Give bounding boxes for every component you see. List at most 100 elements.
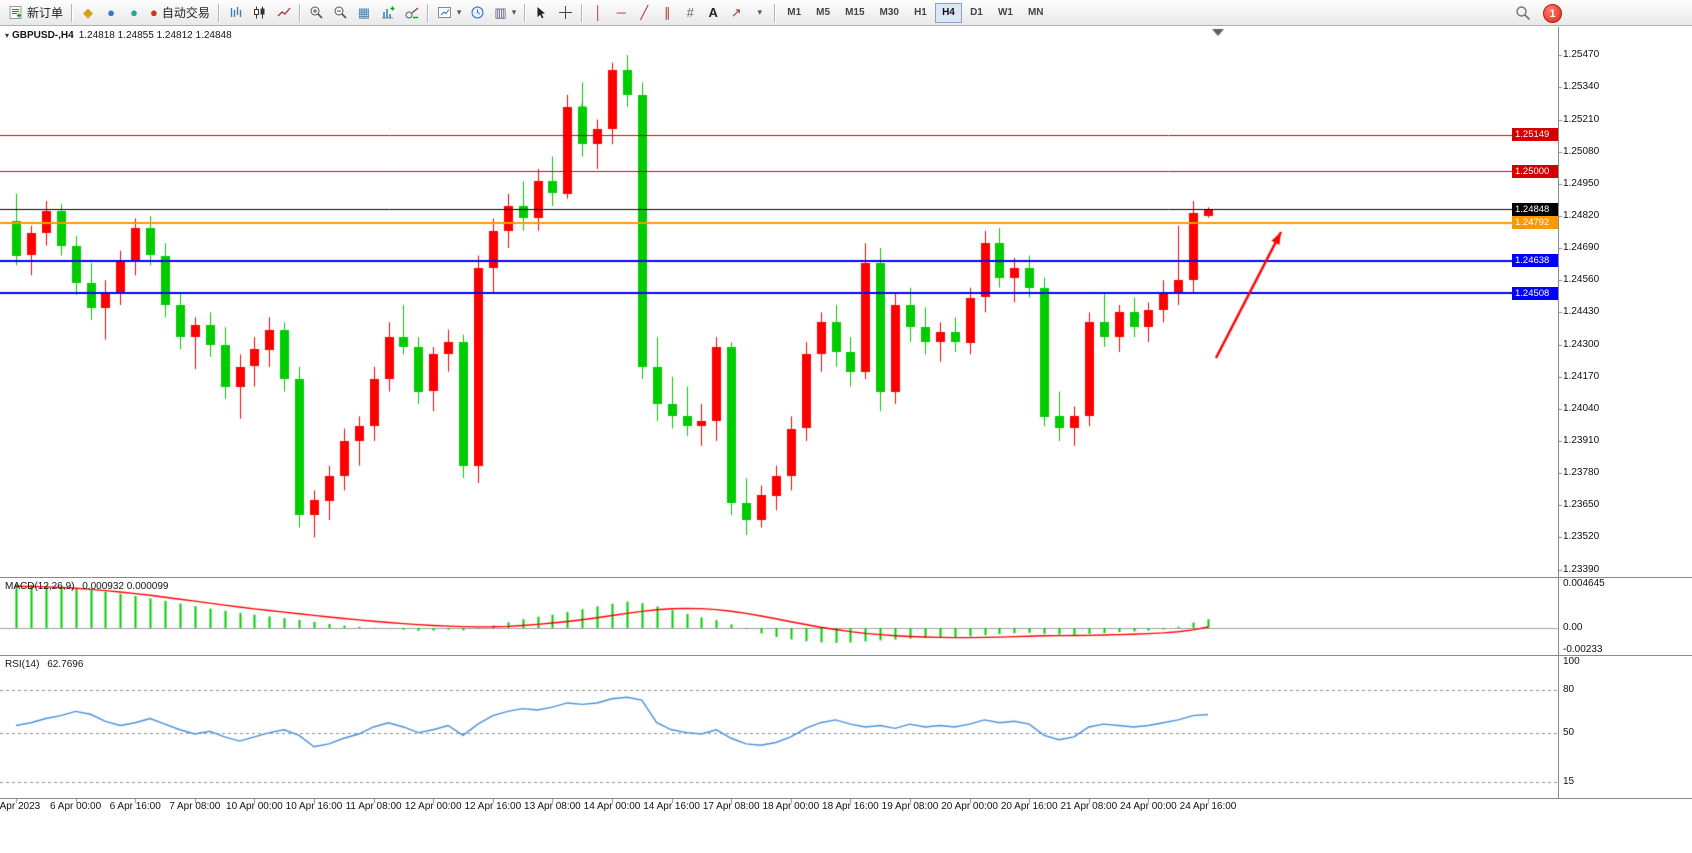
search-icon bbox=[1515, 5, 1531, 21]
cursor-button[interactable] bbox=[530, 2, 553, 24]
rsi-pane-title: RSI(14) 62.7696 bbox=[5, 659, 83, 670]
vertical-line-tool-button[interactable]: │ bbox=[587, 2, 609, 24]
arrow-tool-icon: ↗ bbox=[730, 5, 742, 20]
price-axis-line[interactable] bbox=[1558, 27, 1559, 798]
time-axis-label: 24 Apr 00:00 bbox=[1120, 801, 1177, 812]
time-axis-label: 18 Apr 00:00 bbox=[762, 801, 820, 812]
crosshair-button[interactable] bbox=[554, 2, 577, 24]
toolbar-separator bbox=[774, 3, 777, 22]
toolbar-separator bbox=[524, 3, 527, 22]
trendline-icon: ╱ bbox=[640, 5, 649, 20]
new-order-button[interactable]: 新订单 bbox=[4, 2, 67, 24]
candlestick-chart-icon bbox=[252, 5, 267, 20]
collapse-panel-icon[interactable]: ▾ bbox=[5, 31, 10, 40]
time-axis-label: 12 Apr 00:00 bbox=[404, 801, 462, 812]
timeframe-button-D1[interactable]: D1 bbox=[963, 3, 990, 23]
timeframe-button-M15[interactable]: M15 bbox=[838, 3, 871, 23]
timeframe-button-H1[interactable]: H1 bbox=[907, 3, 934, 23]
toolbar: 新订单 ◆ ● ● ● 自动交易 ▦ ▾ ▥ ▾ bbox=[0, 0, 1692, 26]
new-order-label: 新订单 bbox=[27, 6, 64, 20]
time-axis-label: 12 Apr 16:00 bbox=[464, 801, 522, 812]
rsi-axis-label: 100 bbox=[1563, 656, 1580, 667]
price-axis-label: 1.25210 bbox=[1563, 113, 1600, 125]
channel-icon: ∥ bbox=[664, 5, 671, 20]
macd-values-label: 0.000932 0.000099 bbox=[82, 581, 169, 592]
price-axis-label: 1.24040 bbox=[1563, 402, 1600, 414]
dropdown-caret-icon: ▾ bbox=[757, 7, 763, 17]
timeframe-button-MN[interactable]: MN bbox=[1021, 3, 1051, 23]
objects-button[interactable] bbox=[400, 2, 423, 24]
toolbar-separator bbox=[426, 3, 429, 22]
price-axis-label: 1.23650 bbox=[1563, 499, 1600, 511]
timeframe-button-H4[interactable]: H4 bbox=[934, 2, 962, 23]
candlestick-chart-button[interactable] bbox=[248, 2, 271, 24]
objects-icon bbox=[404, 5, 419, 20]
timeframe-button-M1[interactable]: M1 bbox=[780, 3, 808, 23]
community-icon: ● bbox=[130, 5, 138, 20]
tile-windows-icon: ▦ bbox=[357, 5, 371, 20]
price-line-label-1.25000: 1.25000 bbox=[1512, 164, 1558, 178]
line-chart-button[interactable] bbox=[272, 2, 295, 24]
rsi-axis-label: 80 bbox=[1563, 684, 1575, 696]
chart-ohlc-values: 1.24818 1.24855 1.24812 1.24848 bbox=[78, 30, 232, 41]
price-axis-label: 1.24820 bbox=[1563, 209, 1600, 221]
time-axis-label: 6 Apr 00:00 bbox=[50, 801, 102, 812]
templates-button[interactable]: ▥ ▾ bbox=[490, 2, 520, 24]
time-axis-label: 10 Apr 16:00 bbox=[285, 801, 343, 812]
autotrading-icon: ● bbox=[150, 5, 158, 20]
new-chart-icon bbox=[437, 5, 452, 20]
price-axis-label: 1.25340 bbox=[1563, 81, 1600, 93]
tile-windows-button[interactable]: ▦ bbox=[353, 2, 375, 24]
shapes-dropdown-button[interactable]: ▾ bbox=[748, 2, 770, 24]
equidistant-channel-tool-button[interactable]: # bbox=[679, 2, 701, 24]
price-axis-label: 1.24300 bbox=[1563, 338, 1600, 350]
new-chart-button[interactable]: ▾ bbox=[433, 2, 466, 24]
price-axis-label: 1.23780 bbox=[1563, 467, 1600, 479]
price-axis-label: 1.23520 bbox=[1563, 531, 1600, 543]
macd-pane-title: MACD(12,26,9) 0.000932 0.000099 bbox=[5, 581, 168, 592]
timeframe-button-M30[interactable]: M30 bbox=[873, 3, 906, 23]
trendline-tool-button[interactable]: ╱ bbox=[633, 2, 655, 24]
time-axis-label: 17 Apr 08:00 bbox=[702, 801, 760, 812]
channel-tool-button[interactable]: ∥ bbox=[656, 2, 678, 24]
horizontal-line-icon: ─ bbox=[616, 5, 626, 20]
indicators-button[interactable] bbox=[376, 2, 399, 24]
autotrading-button[interactable]: ● 自动交易 bbox=[146, 2, 214, 24]
price-axis-label: 1.25080 bbox=[1563, 145, 1600, 157]
pane-separator-time-axis[interactable] bbox=[0, 798, 1692, 799]
period-clock-button[interactable] bbox=[466, 2, 489, 24]
pane-separator-macd-rsi[interactable] bbox=[0, 655, 1692, 656]
chart-canvas[interactable] bbox=[0, 26, 1692, 853]
pane-separator-main-macd[interactable] bbox=[0, 577, 1692, 578]
text-tool-icon: A bbox=[708, 5, 718, 20]
rsi-axis-label: 50 bbox=[1563, 726, 1575, 738]
price-line-label-1.25149: 1.25149 bbox=[1512, 128, 1558, 142]
bar-chart-icon bbox=[228, 5, 243, 20]
time-axis-label: 19 Apr 08:00 bbox=[881, 801, 939, 812]
time-axis-label: 10 Apr 00:00 bbox=[226, 801, 283, 812]
metaeditor-button[interactable]: ◆ bbox=[77, 2, 99, 24]
notification-badge[interactable]: 1 bbox=[1543, 4, 1562, 23]
bar-chart-button[interactable] bbox=[224, 2, 247, 24]
messages-button[interactable]: ● bbox=[100, 2, 122, 24]
price-axis-label: 1.24690 bbox=[1563, 242, 1600, 254]
text-tool-button[interactable]: A bbox=[702, 2, 724, 24]
time-axis-label: 11 Apr 08:00 bbox=[345, 801, 402, 812]
horizontal-line-tool-button[interactable]: ─ bbox=[610, 2, 632, 24]
dropdown-caret-icon: ▾ bbox=[511, 7, 517, 17]
arrow-tool-button[interactable]: ↗ bbox=[725, 2, 747, 24]
zoom-out-button[interactable] bbox=[329, 2, 352, 24]
zoom-in-button[interactable] bbox=[305, 2, 328, 24]
equidistant-channel-icon: # bbox=[686, 5, 694, 20]
macd-axis-label: 0.004645 bbox=[1563, 578, 1605, 589]
price-line-label-1.24638: 1.24638 bbox=[1512, 254, 1558, 268]
timeframe-button-W1[interactable]: W1 bbox=[991, 3, 1020, 23]
timeframe-button-M5[interactable]: M5 bbox=[809, 3, 837, 23]
search-button[interactable] bbox=[1515, 5, 1531, 21]
vertical-line-icon: │ bbox=[594, 5, 603, 20]
zoom-out-icon bbox=[333, 5, 348, 20]
line-chart-icon bbox=[276, 5, 291, 20]
price-line-label-1.24508: 1.24508 bbox=[1512, 286, 1558, 300]
community-button[interactable]: ● bbox=[123, 2, 145, 24]
templates-icon: ▥ bbox=[494, 5, 507, 20]
